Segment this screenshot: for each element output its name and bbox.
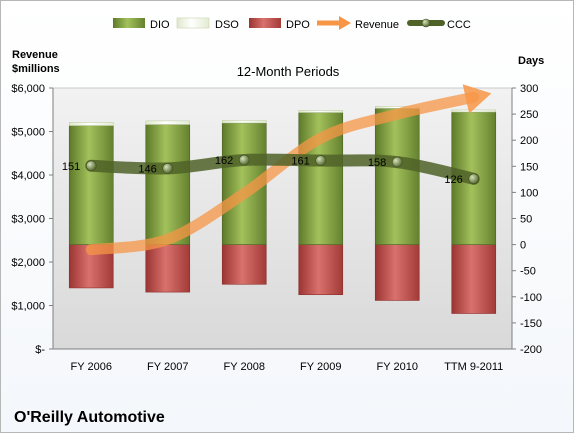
revenue-line [85,91,480,256]
left-axis-tick-label: $3,000 [11,214,45,226]
legend-label-dpo: DPO [286,19,310,31]
ccc-point [468,173,480,185]
right-axis-tick-label: 0 [520,240,526,252]
legend-label-revenue: Revenue [355,19,399,31]
ccc-point [391,156,403,168]
legend-label-dio: DIO [150,19,170,31]
legend-item-revenue: Revenue [317,16,399,31]
legend-item-dso: DSO [176,17,239,31]
legend-label-ccc: CCC [447,19,471,31]
ccc-data-label: 158 [368,157,386,169]
x-axis-tick-label: FY 2010 [377,361,418,373]
x-axis-tick-label: FY 2008 [224,361,265,373]
bar-dpo [374,244,420,301]
bar-dso [451,109,496,113]
bar-dio [145,124,191,245]
ccc-layer: 151 146 162 161 158 126 [62,153,480,186]
bar-dpo [221,244,267,285]
left-axis-tick-label: $- [35,344,45,356]
right-axis-tick-label: -200 [520,344,542,356]
left-axis-title-line2: $millions [12,63,60,75]
left-axis-tick-label: $6,000 [11,83,45,95]
bar-dso [298,110,343,113]
axes-layer: $- $1,000 $2,000 $3,000 $4,000 $5,000 $6,000 -2… [11,83,542,373]
x-axis-tick-label: TTM 9-2011 [444,361,503,373]
ccc-line [85,153,480,185]
legend-marker-ccc [421,18,431,28]
right-axis-tick-label: 250 [520,109,538,121]
bar-dso [222,120,267,124]
legend-item-dio: DIO [113,18,170,31]
left-axis-tick-label: $2,000 [11,257,45,269]
bar-dio [68,125,114,245]
right-axis-tick-label: 300 [520,83,538,95]
plot-area [52,87,513,350]
bar-dpo [298,244,344,296]
bar-dso [145,120,190,125]
chart-title: 12-Month Periods [237,64,340,79]
bar-dpo [451,244,497,314]
x-axis-tick-label: FY 2007 [147,361,188,373]
x-axis-tick-label: FY 2006 [71,361,112,373]
ccc-data-label: 146 [138,163,156,175]
left-axis-tick-label: $5,000 [11,127,45,139]
legend-swatch-dso [176,17,210,29]
right-axis-tick-label: 150 [520,161,538,173]
revenue-arrowhead [462,84,492,114]
right-axis-title: Days [518,55,544,67]
right-axis-tick-label: 50 [520,214,532,226]
legend-label-dso: DSO [215,19,239,31]
left-axis-tick-label: $4,000 [11,170,45,182]
legend-item-ccc: CCC [407,18,471,31]
ccc-data-label: 161 [291,156,309,168]
right-axis-tick-label: 200 [520,135,538,147]
bar-dpo [145,244,191,293]
left-axis-title-line1: Revenue [12,49,58,61]
bar-dio [374,108,420,245]
ccc-data-label: 126 [444,174,462,186]
legend: DIO DSO DPO Revenue CCC [113,16,471,31]
legend-swatch-dio [113,18,145,28]
left-axis-tick-label: $1,000 [11,301,45,313]
ccc-data-label: 162 [215,155,233,167]
legend-arrowhead-revenue [339,16,351,30]
bar-dso [69,122,114,126]
ccc-point [162,163,174,174]
legend-item-dpo: DPO [249,18,310,31]
company-name: O'Reilly Automotive [14,409,165,426]
right-axis-tick-label: -50 [520,266,536,278]
ccc-point [315,155,327,166]
ccc-point [238,154,250,166]
x-axis-tick-label: FY 2009 [300,361,341,373]
ccc-data-label: 151 [62,161,80,173]
right-axis-tick-label: -100 [520,292,542,304]
right-axis-tick-label: -150 [520,318,542,330]
revenue-layer [85,84,492,256]
right-axis-tick-label: 100 [520,187,538,199]
ccc-point [85,160,97,172]
legend-swatch-dpo [249,18,281,28]
